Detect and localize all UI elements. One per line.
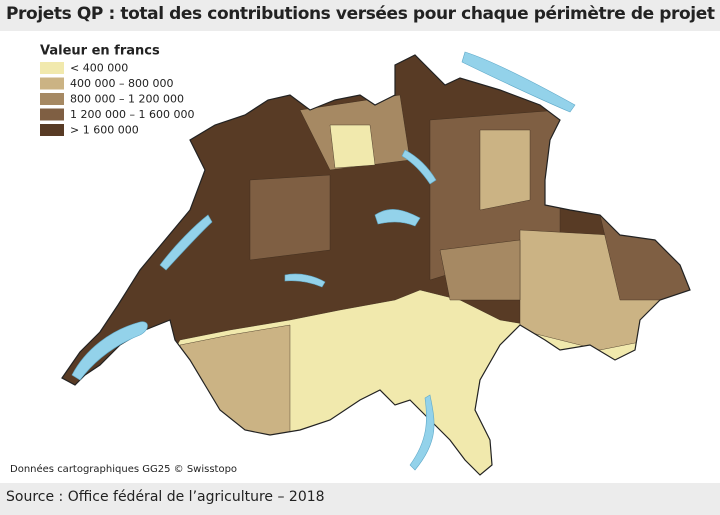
legend-swatch — [40, 108, 64, 121]
legend-label: 400 000 – 800 000 — [70, 77, 173, 90]
legend-title: Valeur en francs — [40, 44, 160, 59]
legend-swatch — [40, 93, 64, 105]
source: Source : Office fédéral de l’agriculture… — [6, 489, 325, 505]
legend-label: < 400 000 — [70, 62, 128, 75]
region — [439, 239, 521, 301]
title: Projets QP : total des contributions ver… — [6, 4, 715, 24]
lake — [71, 321, 148, 381]
legend: Valeur en francs < 400 000 400 000 – 800 … — [40, 44, 194, 137]
lake — [284, 273, 326, 288]
lake — [461, 51, 576, 113]
legend-label: > 1 600 000 — [70, 124, 139, 137]
lake — [409, 394, 435, 471]
region — [329, 124, 376, 169]
map: Valeur en francs < 400 000 400 000 – 800 … — [10, 44, 691, 476]
legend-label: 1 200 000 – 1 600 000 — [70, 108, 194, 121]
lake — [401, 149, 437, 185]
legend-swatch — [40, 62, 64, 74]
legend-label: 800 000 – 1 200 000 — [70, 93, 184, 106]
lake — [374, 209, 421, 227]
legend-swatch — [40, 77, 64, 90]
legend-swatch — [40, 124, 64, 136]
map-panel: Valeur en francs < 400 000 400 000 – 800 … — [0, 31, 720, 483]
region — [249, 174, 331, 261]
credit: Données cartographiques GG25 © Swisstopo — [10, 463, 237, 475]
region — [479, 129, 531, 211]
lake — [159, 214, 213, 271]
